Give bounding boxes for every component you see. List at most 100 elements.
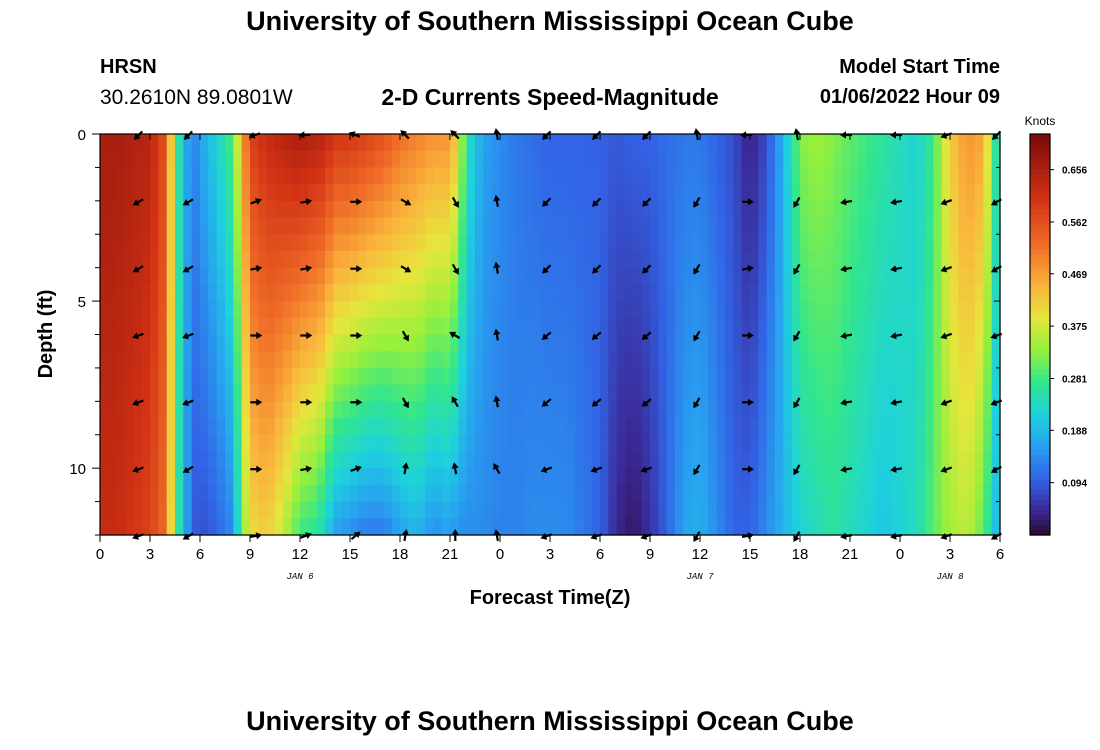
current-arrow [742,398,754,406]
colorbar-swatch [1030,344,1050,351]
heatmap-cell [933,334,943,352]
heatmap-cell [600,468,609,486]
heatmap-cell [583,518,593,536]
heatmap-cell [183,284,193,302]
heatmap-cell [358,401,368,419]
heatmap-cell [241,418,251,436]
colorbar-swatch [1030,164,1050,170]
heatmap-cell [300,334,309,352]
heatmap-cell [116,200,126,219]
colorbar-frame [1029,133,1051,536]
heatmap-cell [941,301,951,319]
heatmap-cell [408,434,418,453]
heatmap-cell [458,250,468,269]
current-arrow [250,198,262,205]
heatmap-cell [691,484,701,503]
heatmap-cell [775,134,784,152]
heatmap-cell [166,434,176,453]
heatmap-cell [358,418,368,436]
heatmap-cell [858,468,868,486]
heatmap-cell [691,401,701,419]
heatmap-cell [983,301,993,319]
heatmap-cell [925,267,934,285]
heatmap-cell [416,401,426,419]
heatmap-cell [541,367,551,386]
heatmap-cell [608,468,618,486]
heatmap-cell [700,384,709,402]
heatmap-cell [375,317,384,336]
heatmap-cell [533,401,543,419]
heatmap-cell [350,150,359,169]
heatmap-cell [875,317,884,336]
heatmap-cell [825,234,834,252]
heatmap-cell [116,150,126,169]
heatmap-cell [966,150,976,169]
heatmap-cell [783,200,793,219]
heatmap-cell [875,267,884,285]
heatmap-cell [225,301,234,319]
heatmap-cell [708,434,718,453]
heatmap-cell [716,234,726,252]
heatmap-cell [125,501,134,519]
heatmap-cell [450,518,459,536]
heatmap-cell [241,284,251,302]
heatmap-cell [583,184,593,202]
heatmap-cell [716,150,726,169]
heatmap-cell [966,134,976,152]
heatmap-cell [175,317,184,336]
heatmap-cell [675,518,684,536]
heatmap-cell [433,468,443,486]
heatmap-cell [200,367,209,386]
heatmap-cell [716,184,726,202]
heatmap-cell [558,334,568,352]
heatmap-cell [525,451,534,469]
heatmap-cell [141,150,151,169]
heatmap-cell [575,150,584,169]
heatmap-cell [833,301,843,319]
heatmap-cell [241,434,251,453]
heatmap-cell [933,217,943,235]
y-tick-label: 10 [69,461,86,478]
heatmap-cell [433,301,443,319]
heatmap-cell [491,217,501,235]
heatmap-cell [916,184,926,202]
heatmap-cell [733,317,743,336]
heatmap-cell [758,200,768,219]
heatmap-cell [933,301,943,319]
heatmap-cell [375,234,384,252]
colorbar-swatch [1030,154,1050,160]
heatmap-cell [966,451,976,469]
heatmap-cell [508,384,518,402]
heatmap-cell [958,267,968,285]
heatmap-cell [841,384,851,402]
heatmap-cell [308,518,318,536]
heatmap-cell [908,167,918,185]
heatmap-cell [600,200,609,219]
heatmap-cell [516,301,526,319]
heatmap-cell [333,250,343,269]
heatmap-cell [550,150,559,169]
heatmap-cell [716,434,726,453]
heatmap-cell [275,200,284,219]
current-arrow [182,532,194,540]
heatmap-cell [308,484,318,503]
heatmap-cell [825,468,834,486]
heatmap-cell [408,317,418,336]
heatmap-cell [425,284,434,302]
heatmap-cell [975,200,984,219]
heatmap-cell [433,384,443,402]
heatmap-cell [675,334,684,352]
heatmap-cell [125,468,134,486]
heatmap-cell [933,284,943,302]
heatmap-cell [666,351,676,369]
heatmap-cell [675,367,684,386]
heatmap-cell [625,134,634,152]
heatmap-cell [608,484,618,503]
heatmap-cell [158,484,168,503]
heatmap-cell [100,317,109,336]
heatmap-cell [425,484,434,503]
heatmap-cell [591,518,601,536]
current-arrow [493,529,501,542]
heatmap-cell [658,468,668,486]
heatmap-cell [141,401,151,419]
